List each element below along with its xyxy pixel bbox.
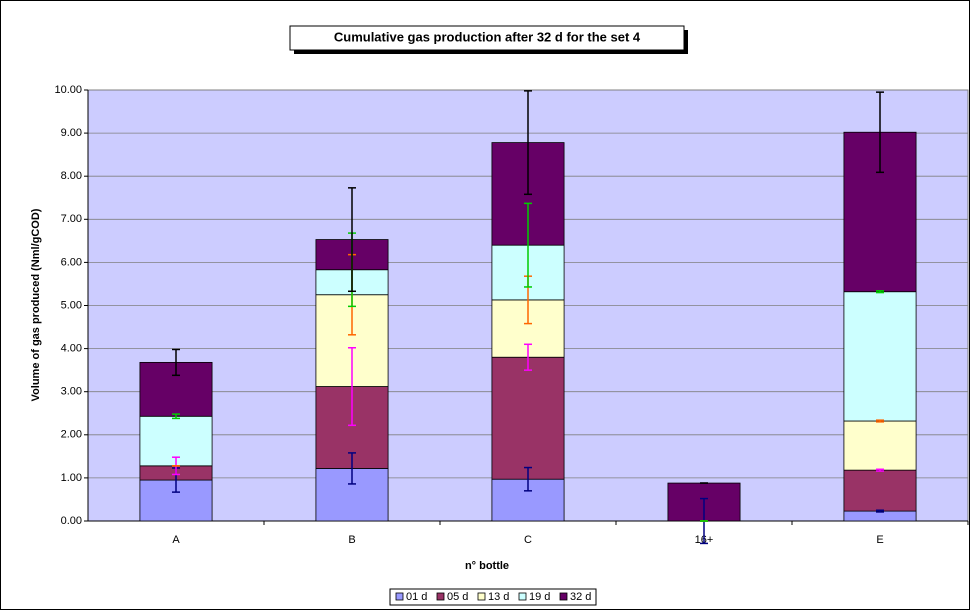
title-box (289, 25, 685, 51)
legend-label: 19 d (529, 591, 550, 603)
bar-segment (491, 356, 565, 480)
error-bar (524, 343, 532, 371)
chart-title: Cumulative gas production after 32 d for… (334, 29, 641, 44)
error-bar (876, 290, 884, 294)
bar-segment (843, 469, 917, 512)
legend-label: 01 d (406, 591, 427, 603)
legend-swatch (559, 592, 568, 601)
error-bar (524, 466, 532, 492)
error-bar (348, 346, 356, 427)
y-tick-label: 8.00 (61, 170, 82, 182)
legend-label: 05 d (447, 591, 468, 603)
x-tick-label: A (172, 534, 180, 546)
legend-swatch (518, 592, 527, 601)
x-tick-label: C (524, 534, 532, 546)
y-tick-label: 1.00 (61, 472, 82, 484)
x-tick-label: E (876, 534, 883, 546)
legend-label: 13 d (488, 591, 509, 603)
y-tick-label: 4.00 (61, 343, 82, 355)
bar-segment (843, 291, 917, 422)
x-axis-label: n° bottle (465, 560, 509, 572)
error-bar (876, 91, 884, 174)
error-bar (876, 509, 884, 513)
y-axis-label: Volume of gas produced (Nml/gCOD) (30, 208, 42, 401)
y-tick-label: 7.00 (61, 213, 82, 225)
error-bar (172, 413, 180, 420)
legend-swatch (477, 592, 486, 601)
bar-segment (843, 420, 917, 471)
error-bar (524, 90, 532, 196)
legend-label: 32 d (570, 591, 591, 603)
error-bar (348, 187, 356, 293)
error-bar (876, 468, 884, 472)
y-tick-label: 6.00 (61, 256, 82, 268)
y-tick-label: 2.00 (61, 429, 82, 441)
error-bar (876, 419, 884, 423)
y-tick-label: 3.00 (61, 386, 82, 398)
bar-segment (315, 468, 389, 522)
legend-swatch (395, 592, 404, 601)
y-tick-label: 9.00 (61, 127, 82, 139)
y-tick-label: 5.00 (61, 299, 82, 311)
error-bar (524, 202, 532, 288)
error-bar (172, 348, 180, 377)
y-tick-label: 0.00 (61, 515, 82, 527)
error-bar (348, 452, 356, 485)
y-tick-label: 10.00 (54, 84, 82, 96)
legend-swatch (436, 592, 445, 601)
x-tick-label: B (348, 534, 355, 546)
